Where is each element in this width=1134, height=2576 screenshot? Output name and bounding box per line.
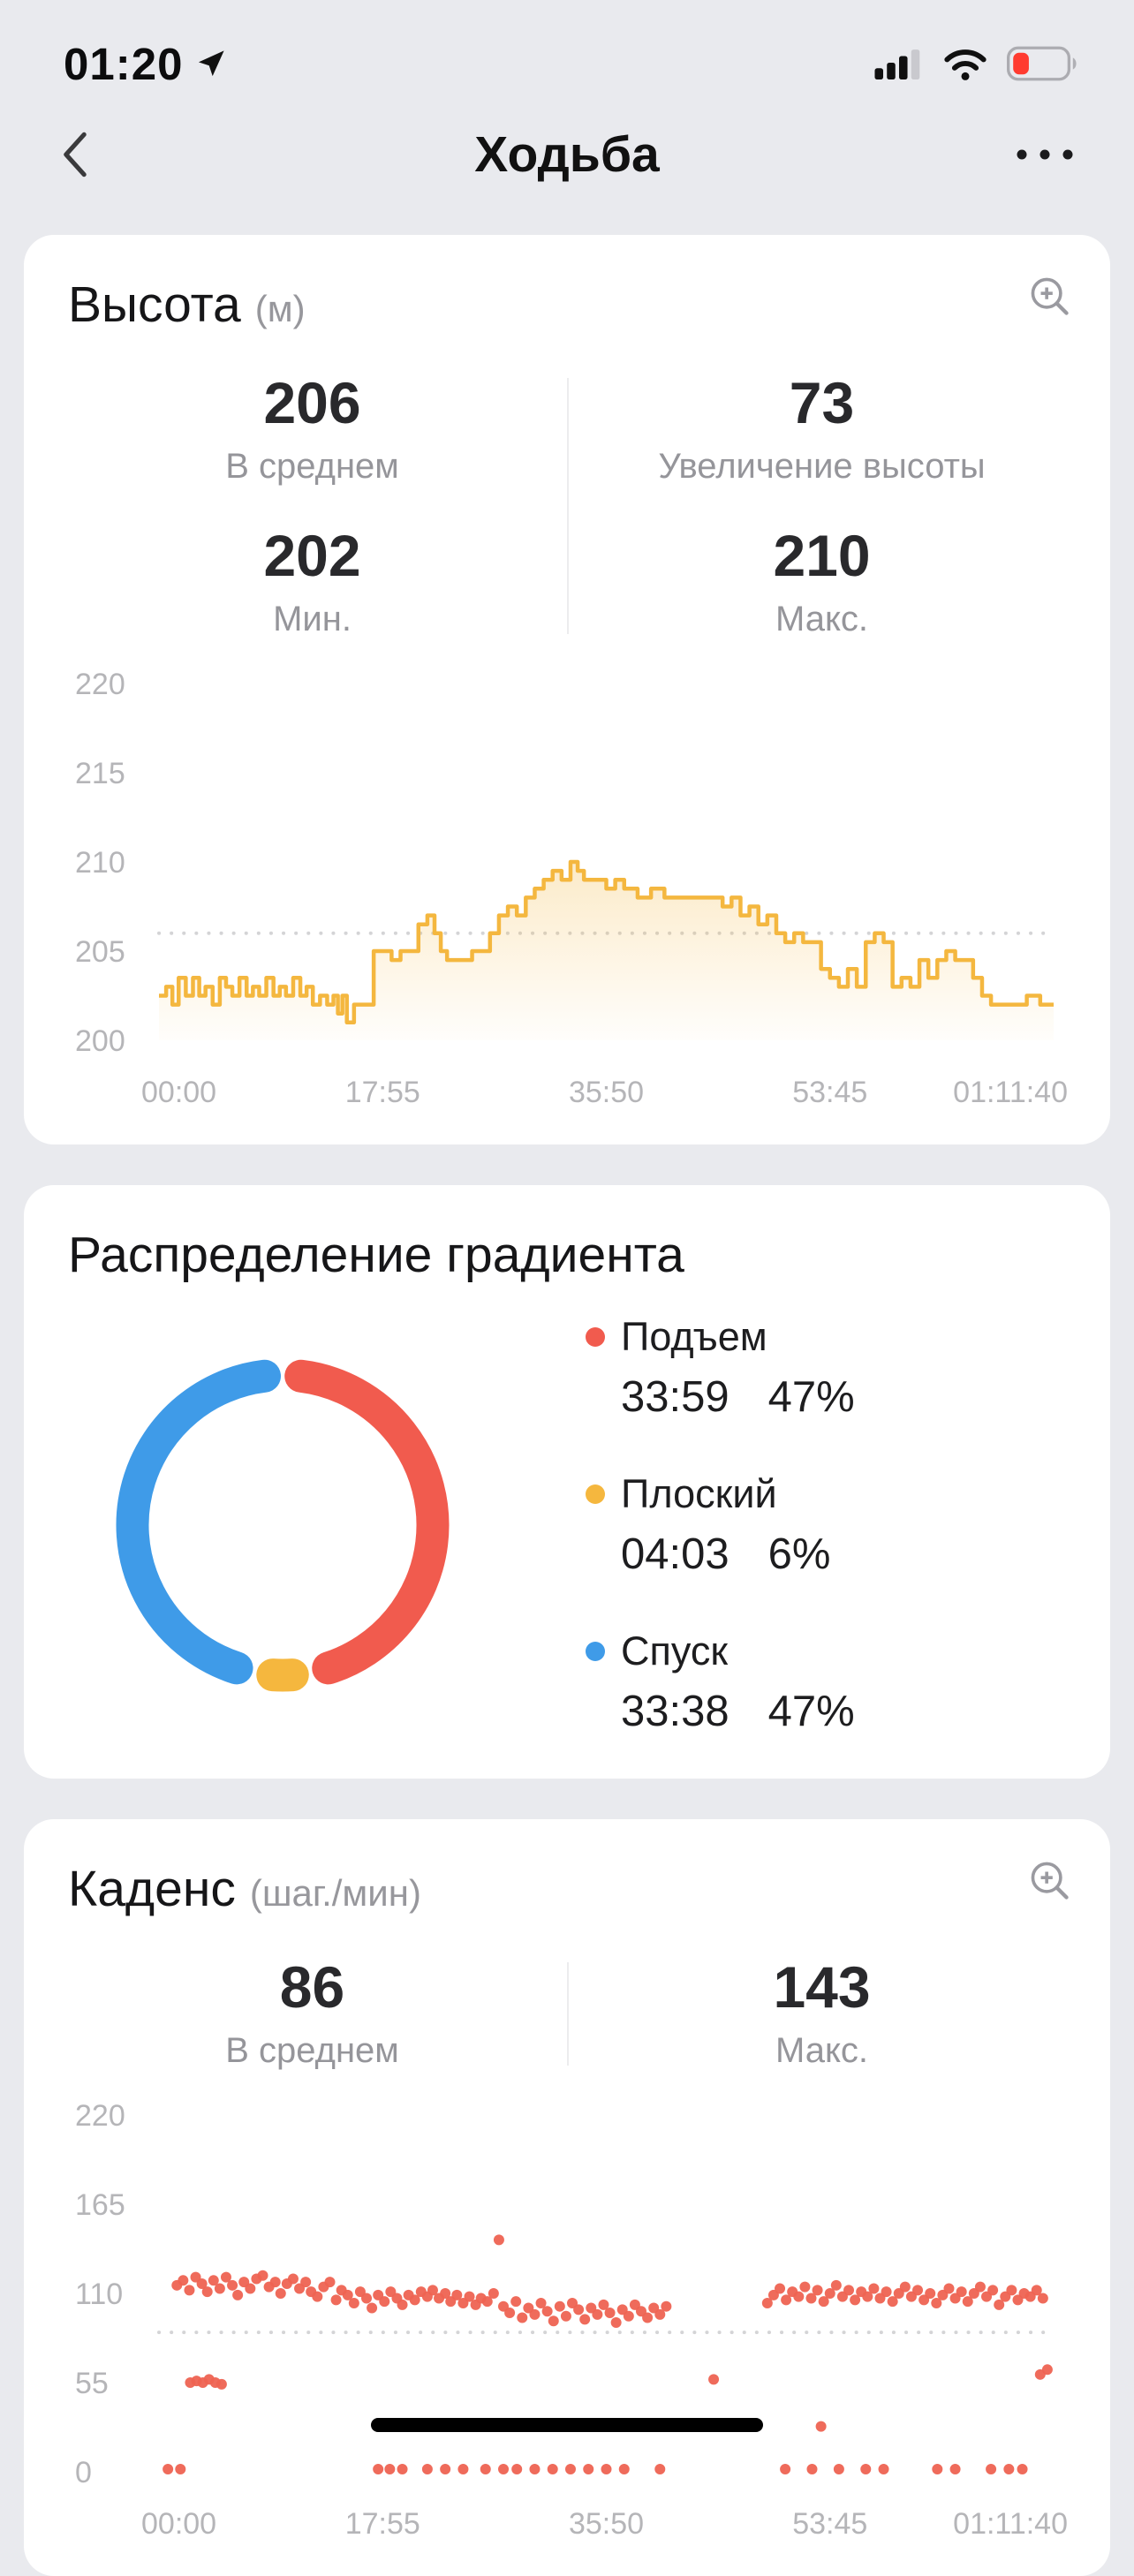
legend-time: 04:03 [621,1530,730,1578]
clock: 01:20 [64,38,184,89]
svg-text:35:50: 35:50 [569,1076,644,1109]
gradient-card-header: Распределение градиента [57,1226,1077,1284]
scroll-content[interactable]: Высота (м) 206 В среднем 73 Увеличение в… [0,212,1134,2576]
battery-icon [1007,46,1077,81]
altitude-stats: 206 В среднем 73 Увеличение высоты 202 М… [57,369,1077,639]
svg-text:01:11:40: 01:11:40 [953,2507,1068,2541]
legend-label: Подъем [621,1314,767,1359]
stat-elevation-gain: 73 Увеличение высоты [567,369,1077,487]
legend-item-ascent: Подъем 33:59 47% [586,1314,855,1422]
svg-text:110: 110 [75,2278,123,2311]
stat-label: Мин. [273,600,352,638]
svg-text:53:45: 53:45 [792,2507,867,2541]
cadence-card: Каденс (шаг./мин) 86 В среднем 143 Макс. [24,1819,1110,2576]
cadence-zoom-button[interactable] [1025,1856,1077,1907]
stat-max: 210 Макс. [567,522,1077,639]
stat-value: 73 [789,370,855,435]
stats-divider [567,378,569,634]
legend-item-descent: Спуск 33:38 47% [586,1628,855,1736]
svg-text:17:55: 17:55 [345,2507,420,2541]
stat-value: 86 [279,1954,345,2020]
svg-text:0: 0 [75,2456,92,2489]
gradient-body: Подъем 33:59 47% Плоский 04:03 6% [57,1314,1077,1757]
wifi-icon [944,49,987,80]
svg-text:55: 55 [75,2367,109,2400]
legend-time: 33:59 [621,1373,730,1421]
descent-dot-icon [586,1642,605,1661]
stat-label: Увеличение высоты [658,447,986,486]
cadence-stats: 86 В среднем 143 Макс. [57,1953,1077,2071]
gradient-card: Распределение градиента Подъем 33:59 47% [24,1185,1110,1779]
legend-label: Спуск [621,1628,729,1673]
stat-value: 206 [263,370,361,435]
altitude-card-header: Высота (м) [57,276,1077,334]
stat-label: В среднем [225,2031,399,2070]
location-arrow-icon [199,50,225,77]
stat-value: 210 [773,523,871,588]
cellular-signal-icon [874,49,920,79]
page-title: Ходьба [474,126,660,183]
magnifier-plus-icon [1031,277,1069,315]
svg-text:00:00: 00:00 [141,1076,216,1109]
svg-text:215: 215 [75,757,125,790]
ellipsis-icon [1017,149,1073,160]
svg-text:165: 165 [75,2188,125,2222]
altitude-chart[interactable]: 200 205 210 215 220 00:00 17:55 35:50 53:45 01:11… [57,655,1077,1123]
svg-text:35:50: 35:50 [569,2507,644,2541]
altitude-unit-label: (м) [254,288,306,329]
battery-fill [1013,52,1029,75]
stat-value: 202 [263,523,361,588]
stat-label: Макс. [775,2031,869,2070]
cadence-card-header: Каденс (шаг./мин) [57,1860,1077,1918]
svg-text:17:55: 17:55 [345,1076,420,1109]
back-button[interactable] [51,121,99,188]
stat-average: 206 В среднем [57,369,567,487]
flat-dot-icon [586,1484,605,1504]
legend-item-flat: Плоский 04:03 6% [586,1471,855,1579]
magnifier-plus-icon [1031,1862,1069,1900]
stat-min: 202 Мин. [57,522,567,639]
stat-value: 143 [773,1954,871,2020]
cadence-chart[interactable]: 0 55 110 165 220 00:00 17:55 35:50 53:45 01:11:40 [57,2087,1077,2555]
altitude-card-title: Высота [68,276,241,333]
cadence-card-title: Каденс [68,1861,236,1917]
stat-label: Макс. [775,600,869,638]
svg-text:200: 200 [75,1024,125,1058]
stats-divider [567,1962,569,2066]
cadence-unit-label: (шаг./мин) [249,1872,421,1914]
altitude-card: Высота (м) 206 В среднем 73 Увеличение в… [24,235,1110,1144]
svg-text:210: 210 [75,846,125,880]
stat-max: 143 Макс. [567,1953,1077,2071]
status-left: 01:20 [64,38,227,90]
status-bar: 01:20 [0,0,1134,97]
svg-text:205: 205 [75,935,125,969]
altitude-zoom-button[interactable] [1025,272,1077,323]
legend-percent: 6% [767,1530,831,1578]
legend-label: Плоский [621,1471,777,1516]
svg-text:220: 220 [75,2099,125,2133]
home-indicator[interactable] [371,2418,763,2432]
svg-text:220: 220 [75,668,125,701]
svg-text:00:00: 00:00 [141,2507,216,2541]
chevron-left-icon [64,132,87,178]
legend-time: 33:38 [621,1688,730,1735]
svg-text:01:11:40: 01:11:40 [953,1076,1068,1109]
gradient-donut-chart [116,1358,450,1692]
more-button[interactable] [1007,140,1083,170]
gradient-legend: Подъем 33:59 47% Плоский 04:03 6% [586,1314,855,1736]
stat-average: 86 В среднем [57,1953,567,2071]
legend-percent: 47% [767,1373,855,1421]
nav-bar: Ходьба [0,97,1134,212]
stat-label: В среднем [225,447,399,486]
gradient-card-title: Распределение градиента [68,1227,684,1283]
ascent-dot-icon [586,1327,605,1347]
svg-text:53:45: 53:45 [792,1076,867,1109]
legend-percent: 47% [767,1688,855,1735]
status-right [874,46,1079,81]
